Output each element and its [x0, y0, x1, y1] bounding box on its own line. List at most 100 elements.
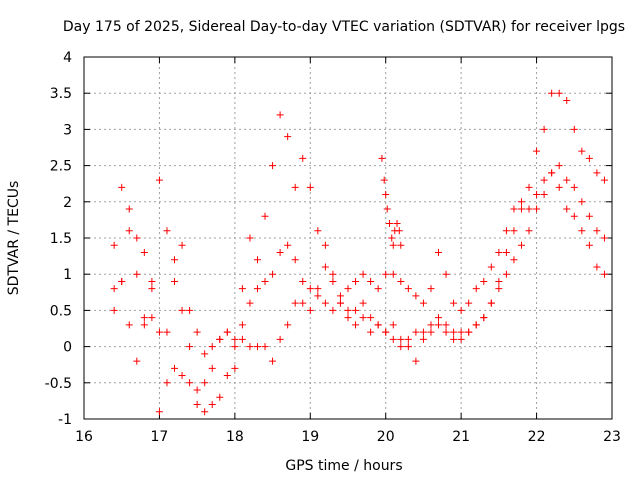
- data-point: [352, 306, 360, 314]
- data-point: [472, 285, 480, 293]
- data-point: [352, 277, 360, 285]
- data-point: [231, 343, 239, 351]
- data-point: [253, 256, 261, 264]
- data-point: [517, 205, 525, 213]
- data-point: [208, 401, 216, 409]
- y-axis-label: SDTVAR / TECUs: [6, 181, 22, 296]
- data-point: [223, 328, 231, 336]
- data-point: [110, 241, 118, 249]
- data-point: [585, 241, 593, 249]
- data-markers: [110, 89, 608, 416]
- tick-labels: 16 17 18 19 20 21 22 23 -1 -0.5 0 0.5 1 1.5 2 2.5 3 3.5 4: [45, 50, 621, 445]
- data-point: [383, 205, 391, 213]
- data-point: [359, 270, 367, 278]
- y-tick-label: 1: [63, 267, 72, 283]
- data-point: [269, 162, 277, 170]
- x-tick-label: 16: [75, 429, 93, 445]
- data-point: [533, 205, 541, 213]
- data-point: [110, 285, 118, 293]
- data-point: [163, 379, 171, 387]
- data-point: [336, 299, 344, 307]
- data-point: [540, 176, 548, 184]
- data-point: [412, 357, 420, 365]
- data-point: [382, 191, 390, 199]
- data-point: [276, 248, 284, 256]
- data-point: [585, 212, 593, 220]
- data-point: [465, 328, 473, 336]
- data-point: [404, 335, 412, 343]
- data-point: [314, 227, 322, 235]
- data-point: [593, 169, 601, 177]
- data-point: [269, 357, 277, 365]
- data-point: [382, 270, 390, 278]
- data-point: [359, 314, 367, 322]
- data-point: [419, 299, 427, 307]
- data-point: [306, 306, 314, 314]
- data-point: [457, 306, 465, 314]
- data-point: [261, 277, 269, 285]
- data-point: [155, 328, 163, 336]
- data-point: [125, 321, 133, 329]
- data-point: [435, 248, 443, 256]
- data-point: [533, 191, 541, 199]
- data-point: [442, 328, 450, 336]
- data-point: [208, 364, 216, 372]
- data-point: [133, 357, 141, 365]
- data-point: [397, 343, 405, 351]
- data-point: [374, 285, 382, 293]
- data-point: [336, 292, 344, 300]
- data-point: [419, 335, 427, 343]
- data-point: [284, 133, 292, 141]
- data-point: [495, 277, 503, 285]
- data-point: [397, 335, 405, 343]
- data-point: [389, 270, 397, 278]
- y-tick-label: -0.5: [45, 376, 72, 392]
- data-point: [231, 335, 239, 343]
- y-tick-label: 0: [63, 340, 72, 356]
- data-point: [388, 234, 396, 242]
- data-point: [585, 154, 593, 162]
- data-point: [110, 306, 118, 314]
- data-point: [593, 227, 601, 235]
- data-point: [246, 343, 254, 351]
- data-point: [380, 176, 388, 184]
- data-point: [578, 147, 586, 155]
- data-point: [367, 314, 375, 322]
- data-point: [186, 306, 194, 314]
- data-point: [457, 328, 465, 336]
- data-point: [208, 343, 216, 351]
- data-point: [291, 183, 299, 191]
- data-point: [502, 227, 510, 235]
- data-point: [548, 169, 556, 177]
- data-point: [480, 277, 488, 285]
- y-tick-label: 2: [63, 195, 72, 211]
- data-point: [299, 299, 307, 307]
- plot-frame: [83, 56, 613, 420]
- data-point: [238, 285, 246, 293]
- data-point: [450, 328, 458, 336]
- x-tick-label: 20: [377, 429, 395, 445]
- data-point: [450, 299, 458, 307]
- y-tick-label: 2.5: [50, 159, 72, 175]
- data-point: [367, 328, 375, 336]
- x-tick-label: 18: [226, 429, 244, 445]
- y-tick-label: 1.5: [50, 231, 72, 247]
- data-point: [600, 176, 608, 184]
- data-point: [223, 372, 231, 380]
- data-point: [412, 292, 420, 300]
- data-point: [548, 89, 556, 97]
- data-point: [510, 227, 518, 235]
- data-point: [178, 372, 186, 380]
- data-point: [171, 277, 179, 285]
- data-point: [125, 205, 133, 213]
- data-point: [261, 343, 269, 351]
- data-point: [299, 277, 307, 285]
- data-point: [404, 343, 412, 351]
- series-track-C: [110, 169, 608, 416]
- data-point: [276, 335, 284, 343]
- data-point: [457, 335, 465, 343]
- data-point: [393, 220, 401, 228]
- data-point: [238, 335, 246, 343]
- chart-title: Day 175 of 2025, Sidereal Day-to-day VTE…: [63, 19, 625, 35]
- data-point: [344, 285, 352, 293]
